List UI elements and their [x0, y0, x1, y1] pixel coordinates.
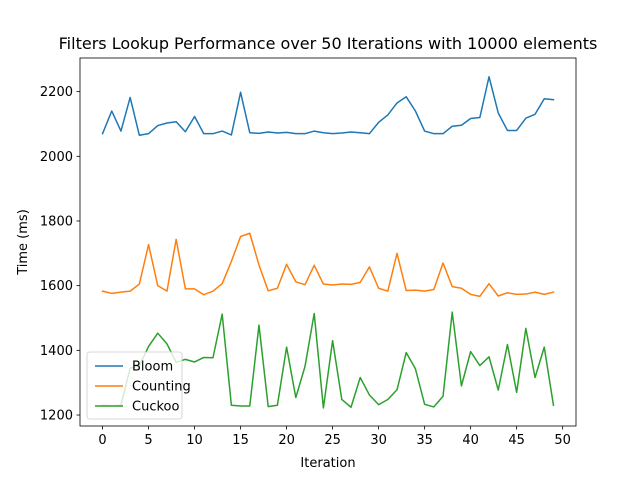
y-tick-label: 2000 [40, 150, 73, 165]
legend-label-bloom: Bloom [132, 360, 173, 375]
x-tick-label: 20 [278, 433, 295, 448]
x-tick-label: 35 [416, 433, 433, 448]
legend-box [86, 351, 183, 420]
y-axis: 1200 1400 1600 1800 2000 2200 [40, 85, 80, 424]
x-tick-label: 0 [98, 433, 106, 448]
x-tick-label: 45 [508, 433, 525, 448]
x-tick-label: 30 [370, 433, 387, 448]
chart-title: Filters Lookup Performance over 50 Itera… [59, 34, 598, 53]
x-tick-label: 10 [186, 433, 203, 448]
y-tick-label: 1800 [40, 214, 73, 229]
series-line-bloom [101, 76, 555, 137]
x-tick-label: 5 [144, 433, 152, 448]
y-axis-label: Time (ms) [16, 209, 31, 276]
legend: Bloom Counting Cuckoo [86, 351, 191, 420]
x-tick-label: 40 [462, 433, 479, 448]
x-axis-label: Iteration [300, 456, 355, 471]
legend-label-cuckoo: Cuckoo [132, 400, 179, 415]
legend-label-counting: Counting [132, 380, 191, 395]
x-tick-label: 15 [232, 433, 249, 448]
y-tick-label: 1600 [40, 279, 73, 294]
x-tick-label: 25 [324, 433, 341, 448]
y-tick-label: 1200 [40, 409, 73, 424]
x-tick-label: 50 [554, 433, 571, 448]
plot-frame [79, 57, 577, 427]
series-line-counting [101, 232, 555, 298]
y-tick-label: 2200 [40, 85, 73, 100]
y-tick-label: 1400 [40, 344, 73, 359]
x-axis: 0 5 10 15 20 25 30 35 40 45 50 [98, 426, 571, 448]
